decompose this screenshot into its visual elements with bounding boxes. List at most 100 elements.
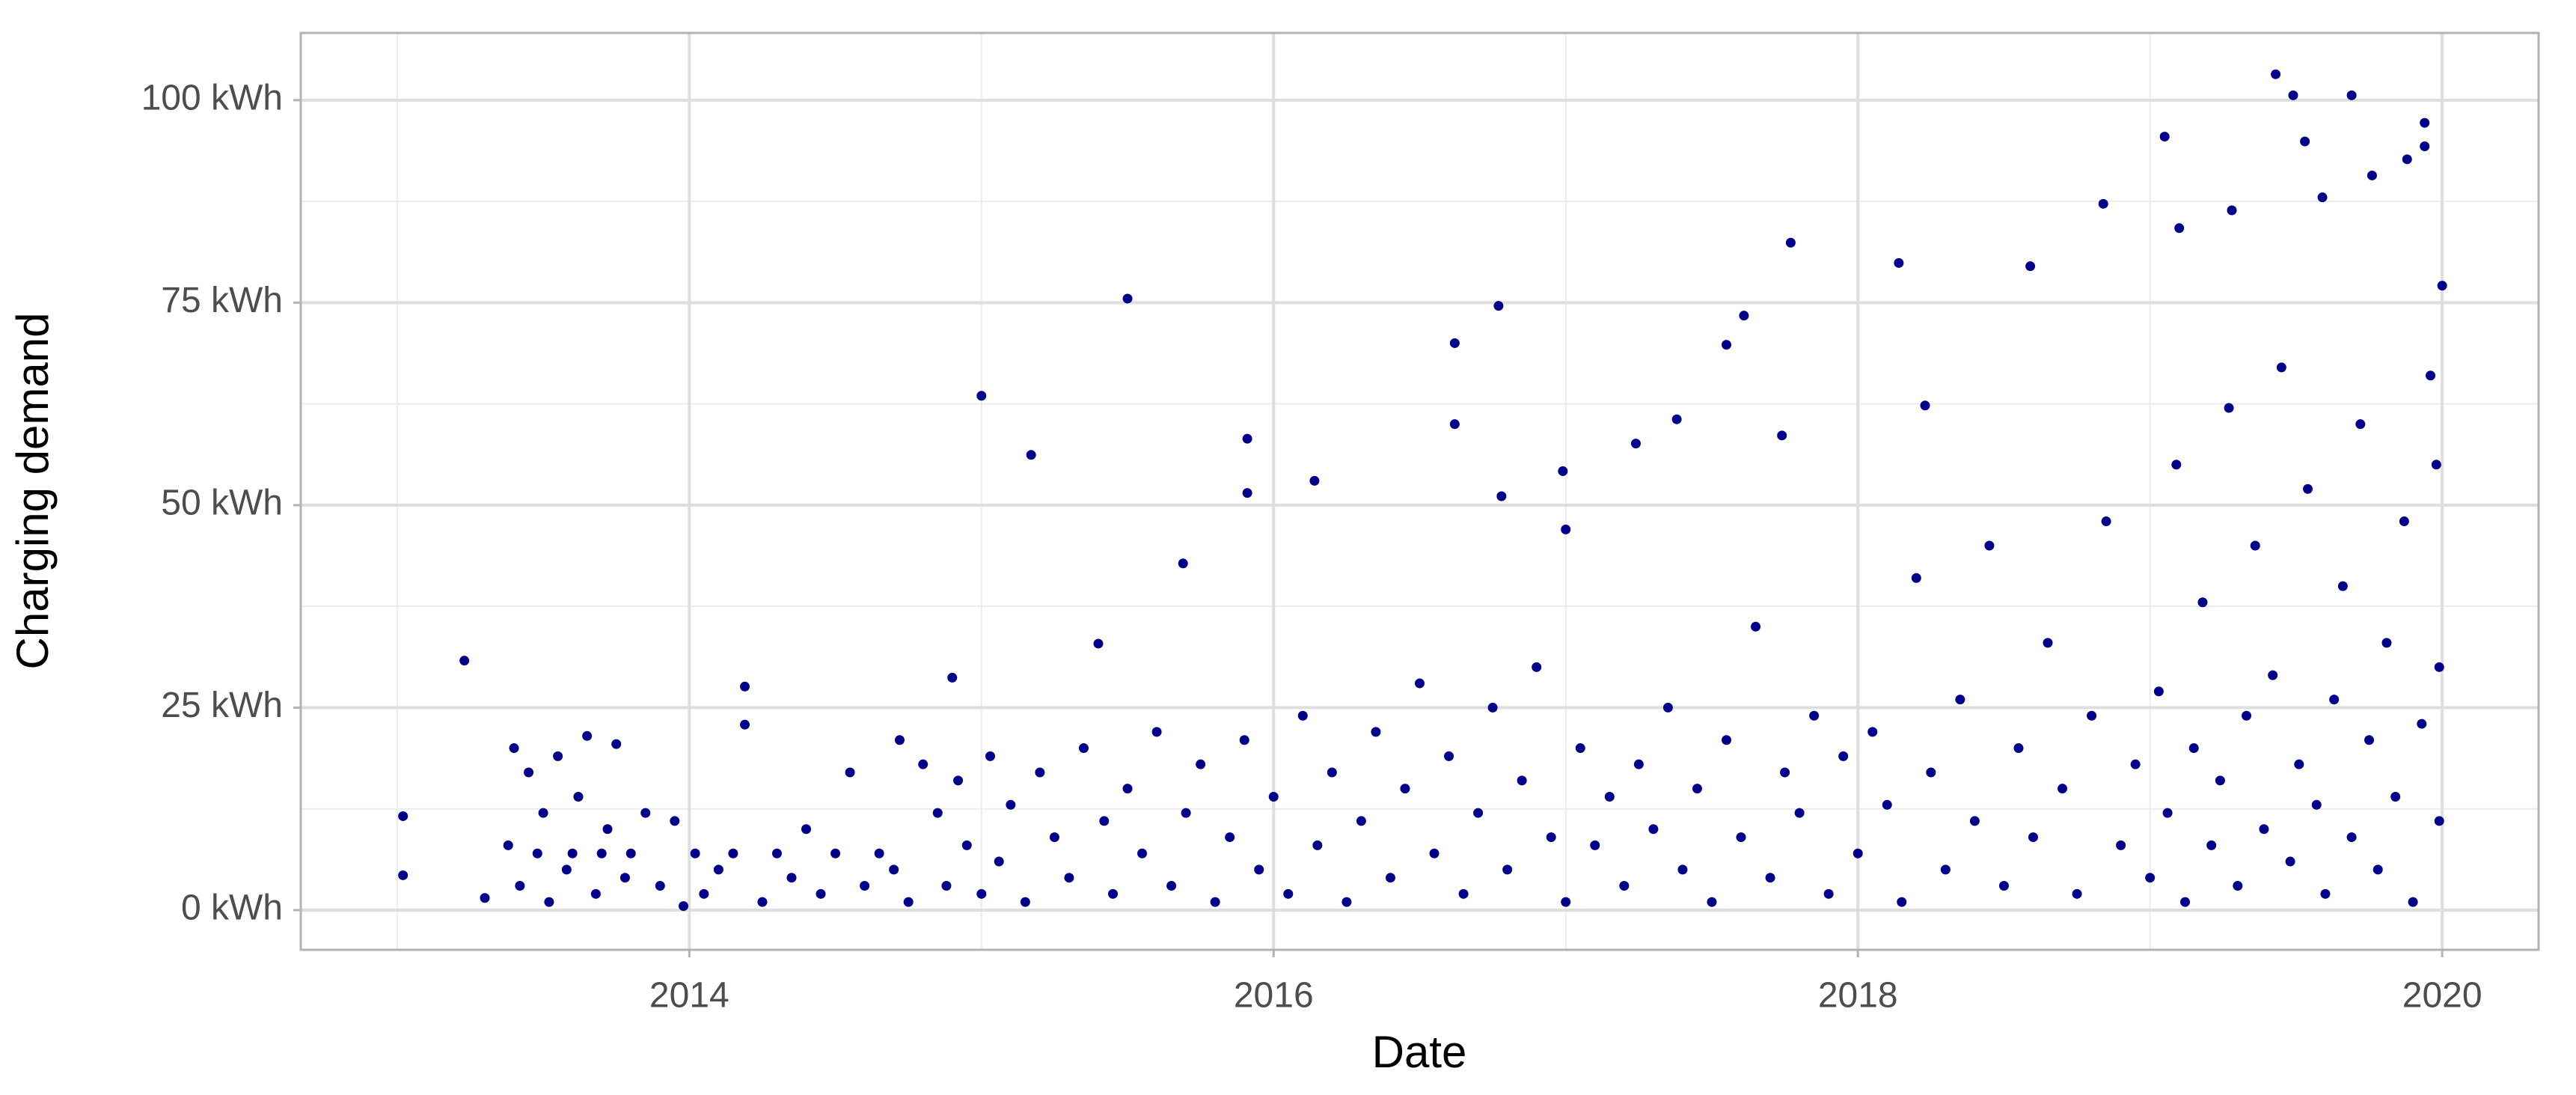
data-point <box>2381 638 2392 648</box>
data-point <box>515 881 525 891</box>
data-point <box>2408 897 2418 907</box>
data-point <box>2242 710 2252 721</box>
data-point <box>2420 141 2430 152</box>
data-point <box>941 881 952 891</box>
data-point <box>740 719 750 730</box>
data-point <box>830 848 841 858</box>
data-point <box>679 901 689 912</box>
data-point <box>1561 897 1571 907</box>
data-point <box>1064 873 1074 883</box>
x-axis-title: Date <box>1372 1027 1467 1077</box>
data-point <box>2072 888 2082 899</box>
data-point <box>602 824 613 835</box>
data-point <box>2159 132 2170 142</box>
data-point <box>544 897 554 907</box>
data-point <box>2367 170 2377 180</box>
data-point <box>532 848 542 858</box>
data-point <box>1151 727 1162 737</box>
data-point <box>1969 816 1980 826</box>
data-point <box>1341 897 1352 907</box>
data-point <box>1911 573 1921 583</box>
data-point <box>1558 466 1568 476</box>
data-point <box>1765 873 1775 883</box>
data-point <box>1496 491 1507 501</box>
data-point <box>1035 767 1045 778</box>
data-point <box>2426 370 2436 381</box>
data-point <box>655 881 665 891</box>
data-point <box>596 848 607 858</box>
data-point <box>1546 832 1556 843</box>
data-point <box>1867 727 1878 737</box>
data-point <box>1633 759 1644 769</box>
data-point <box>2276 362 2286 373</box>
data-point <box>1532 662 1542 672</box>
data-point <box>1897 897 1907 907</box>
data-point <box>2268 670 2278 680</box>
data-point <box>1780 767 1790 778</box>
data-point <box>2013 743 2024 754</box>
x-tick-label: 2014 <box>649 976 729 1016</box>
data-point <box>1429 848 1440 858</box>
data-point <box>2300 136 2310 147</box>
data-point <box>953 775 964 786</box>
data-point <box>894 735 905 745</box>
data-point <box>1196 759 1206 769</box>
data-point <box>1312 840 1323 850</box>
data-point <box>1099 816 1110 826</box>
data-point <box>524 767 534 778</box>
data-point <box>1026 450 1036 460</box>
data-point <box>1108 888 1119 899</box>
x-tick-label: 2020 <box>2402 976 2482 1016</box>
data-point <box>2294 759 2304 769</box>
data-point <box>1502 864 1513 875</box>
data-point <box>1487 702 1498 713</box>
data-point <box>1707 897 1717 907</box>
data-point <box>2372 864 2383 875</box>
data-point <box>1178 558 1188 569</box>
data-point <box>1006 799 1016 810</box>
data-point <box>1400 784 1410 794</box>
data-point <box>2337 581 2348 591</box>
data-point <box>2130 759 2141 769</box>
data-point <box>1739 311 1749 321</box>
data-point <box>2025 261 2036 272</box>
data-point <box>611 739 622 749</box>
data-point <box>1777 430 1787 441</box>
data-point <box>1210 897 1220 907</box>
data-point <box>1998 881 2009 891</box>
data-point <box>1268 791 1279 802</box>
data-point <box>567 848 578 858</box>
data-point <box>2058 784 2068 794</box>
data-point <box>2402 154 2412 165</box>
data-point <box>1794 808 1805 818</box>
data-point <box>1137 848 1148 858</box>
data-point <box>994 856 1004 867</box>
data-point <box>2233 881 2243 891</box>
data-point <box>932 808 943 818</box>
data-point <box>1920 400 1930 411</box>
data-point <box>1926 767 1936 778</box>
data-point <box>2227 205 2237 216</box>
data-point <box>2311 799 2322 810</box>
data-point <box>2303 484 2313 494</box>
y-tick-label: 75 kWh <box>161 281 283 320</box>
data-point <box>2171 460 2182 470</box>
y-axis-title: Charging demand <box>7 313 58 670</box>
data-point <box>1449 419 1460 430</box>
data-point <box>2417 719 2427 729</box>
data-point <box>985 751 996 761</box>
data-point <box>1809 710 1820 721</box>
data-point <box>1630 439 1641 449</box>
data-point <box>1940 864 1951 875</box>
data-point <box>459 656 470 666</box>
data-point <box>976 391 987 401</box>
data-point <box>480 893 490 903</box>
data-point <box>1225 832 1235 843</box>
data-point <box>947 672 958 683</box>
data-point <box>2043 638 2053 648</box>
y-tick-label: 100 kWh <box>141 78 283 118</box>
y-tick-label: 0 kWh <box>181 888 283 928</box>
data-point <box>1785 237 1796 248</box>
